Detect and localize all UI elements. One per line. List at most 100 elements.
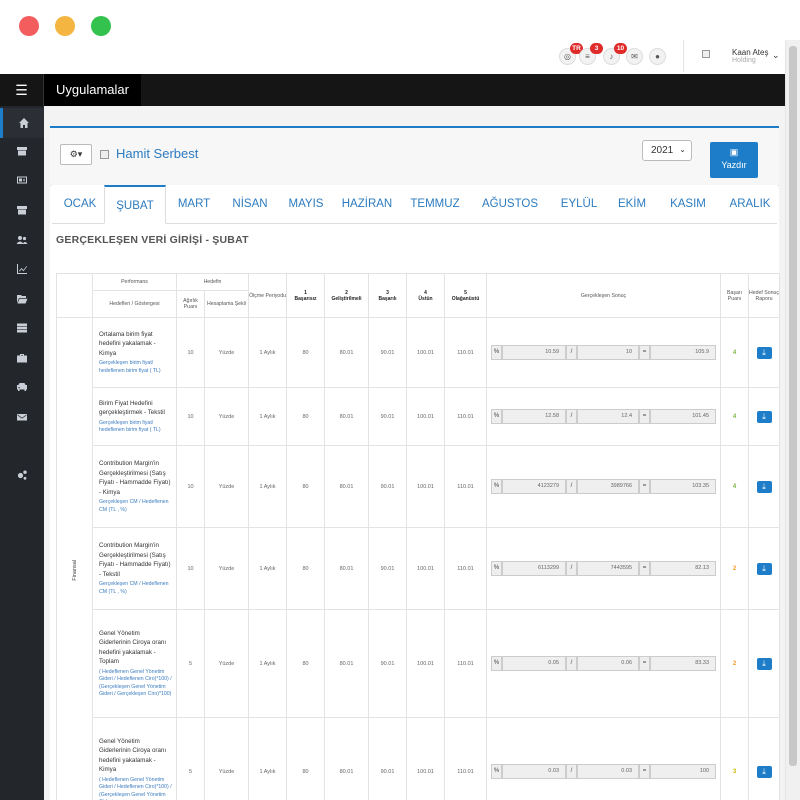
download-icon[interactable]: ⤓ xyxy=(756,765,772,778)
tab-ekim[interactable]: EKİM xyxy=(617,198,647,210)
tab-kasim[interactable]: KASIM xyxy=(670,198,706,210)
threshold-4: 100.01 xyxy=(406,527,446,610)
actual-input[interactable]: 0.05 xyxy=(502,656,567,671)
target-input[interactable]: 3989766 xyxy=(577,479,640,494)
users-icon[interactable] xyxy=(0,225,44,255)
divide-icon: / xyxy=(566,656,578,671)
score-value: 4 xyxy=(732,483,737,490)
result-cell: % 4123279/3989766 = 103.35 xyxy=(486,445,722,528)
indicator-cell: Contribution Margin'in Gerçekleştirilmes… xyxy=(92,445,177,528)
download-icon[interactable]: ⤓ xyxy=(756,562,772,575)
chat-icon[interactable]: ● xyxy=(649,48,666,65)
actual-input[interactable]: 0.03 xyxy=(502,764,567,779)
cogs-icon[interactable] xyxy=(0,460,44,490)
score-header: Başarı Puanı xyxy=(720,273,750,318)
download-icon[interactable]: ⤓ xyxy=(756,480,772,493)
folder-open-icon[interactable] xyxy=(0,284,44,314)
car-icon[interactable] xyxy=(0,372,44,402)
performance-panel: ⚙▾ Hamit Serbest 2021 ⌄ ▣ Yazdır OCAK ŞUB… xyxy=(50,126,781,800)
user-menu[interactable]: Kaan Ateş Holding ⌄ xyxy=(683,40,783,72)
tab-nisan[interactable]: NİSAN xyxy=(232,198,268,210)
download-icon[interactable]: ⤓ xyxy=(756,657,772,670)
threshold-5: 110.01 xyxy=(444,717,488,800)
weight-cell: 10 xyxy=(176,445,205,528)
app-title[interactable]: Uygulamalar xyxy=(44,74,141,108)
threshold-3: 90.01 xyxy=(368,717,408,800)
employee-name[interactable]: Hamit Serbest xyxy=(116,146,199,161)
percent-icon: % xyxy=(491,479,503,494)
level-4-num: 4 xyxy=(424,289,427,296)
threshold-4: 100.01 xyxy=(406,609,446,718)
indicator-formula: Gerçekleşen birim fiyat/ hedeflenen biri… xyxy=(99,419,161,434)
actual-input[interactable]: 4123279 xyxy=(502,479,567,494)
threshold-5: 110.01 xyxy=(444,317,488,388)
indicator-formula: ( Hedeflenen Genel Yönetim Gideri / Hede… xyxy=(99,668,172,698)
divide-icon: / xyxy=(566,345,578,360)
weight-cell: 10 xyxy=(176,527,205,610)
home-icon[interactable] xyxy=(0,108,44,138)
server-icon[interactable] xyxy=(0,313,44,343)
divide-icon: / xyxy=(566,764,578,779)
year-select[interactable]: 2021 ⌄ xyxy=(642,140,692,161)
main-content: ⚙▾ Hamit Serbest 2021 ⌄ ▣ Yazdır OCAK ŞUB… xyxy=(44,106,785,800)
level-2-num: 2 xyxy=(345,289,348,296)
hamburger-icon[interactable]: ☰ xyxy=(0,74,44,106)
archive-icon[interactable] xyxy=(0,136,44,166)
divide-icon: / xyxy=(566,561,578,576)
target-input[interactable]: 10 xyxy=(577,345,640,360)
actual-input[interactable]: 12.58 xyxy=(502,409,567,424)
tab-eylul[interactable]: EYLÜL xyxy=(560,198,598,210)
language-badge: TR xyxy=(570,43,583,54)
envelope-icon[interactable] xyxy=(0,402,44,432)
score-value: 4 xyxy=(732,413,737,420)
page-scrollbar[interactable] xyxy=(785,40,800,800)
report-cell: ⤓ xyxy=(748,527,781,610)
inbox-icon[interactable] xyxy=(0,195,44,225)
tab-agustos[interactable]: AĞUSTOS xyxy=(481,198,539,210)
threshold-3: 90.01 xyxy=(368,387,408,446)
maximize-window-button[interactable] xyxy=(91,16,111,36)
calc-header: Hesaplama Şekli xyxy=(203,290,250,318)
score-cell: 2 xyxy=(720,527,750,610)
bell-icon[interactable]: ♪ 10 xyxy=(603,43,627,65)
minimize-window-button[interactable] xyxy=(55,16,75,36)
employee-avatar xyxy=(100,150,109,159)
result-header: Gerçekleşen Sonuç xyxy=(486,273,722,318)
actual-input[interactable]: 6113299 xyxy=(502,561,567,576)
period-cell: 1 Aylık xyxy=(248,527,288,610)
download-icon[interactable]: ⤓ xyxy=(756,410,772,423)
mail-icon[interactable]: ✉ xyxy=(626,48,643,65)
result-cell: % 10.59/10 = 105.9 xyxy=(486,317,722,388)
level-4-header: 4 Üstün xyxy=(406,273,446,318)
tab-mayis[interactable]: MAYIS xyxy=(288,198,324,210)
threshold-1: 80 xyxy=(286,445,326,528)
list-icon[interactable]: ≡ 3 xyxy=(579,43,603,65)
tab-mart[interactable]: MART xyxy=(177,198,211,210)
result-value: 101.45 xyxy=(650,409,717,424)
result-value: 100 xyxy=(650,764,717,779)
chart-line-icon[interactable] xyxy=(0,254,44,284)
language-icon[interactable]: ◎ TR xyxy=(559,43,583,65)
target-input[interactable]: 0.06 xyxy=(577,656,640,671)
report-cell: ⤓ xyxy=(748,717,781,800)
actual-input[interactable]: 10.59 xyxy=(502,345,567,360)
tab-temmuz[interactable]: TEMMUZ xyxy=(410,198,460,210)
print-button[interactable]: ▣ Yazdır xyxy=(710,142,758,178)
indicator-cell: Genel Yönetim Giderlerinin Ciroya oranı … xyxy=(92,717,177,800)
download-icon[interactable]: ⤓ xyxy=(756,346,772,359)
scrollbar-thumb[interactable] xyxy=(789,46,797,766)
briefcase-icon[interactable] xyxy=(0,343,44,373)
target-input[interactable]: 12.4 xyxy=(577,409,640,424)
target-input[interactable]: 0.03 xyxy=(577,764,640,779)
target-input[interactable]: 7443595 xyxy=(577,561,640,576)
tab-haziran[interactable]: HAZİRAN xyxy=(341,198,393,210)
id-card-icon[interactable] xyxy=(0,165,44,195)
users-cog-button[interactable]: ⚙▾ xyxy=(60,144,92,165)
close-window-button[interactable] xyxy=(19,16,39,36)
tab-subat[interactable]: ŞUBAT xyxy=(104,185,166,224)
tab-aralik[interactable]: ARALIK xyxy=(729,198,771,210)
score-value: 4 xyxy=(732,349,737,356)
score-cell: 4 xyxy=(720,317,750,388)
tab-ocak[interactable]: OCAK xyxy=(63,198,97,210)
period-cell: 1 Aylık xyxy=(248,717,288,800)
